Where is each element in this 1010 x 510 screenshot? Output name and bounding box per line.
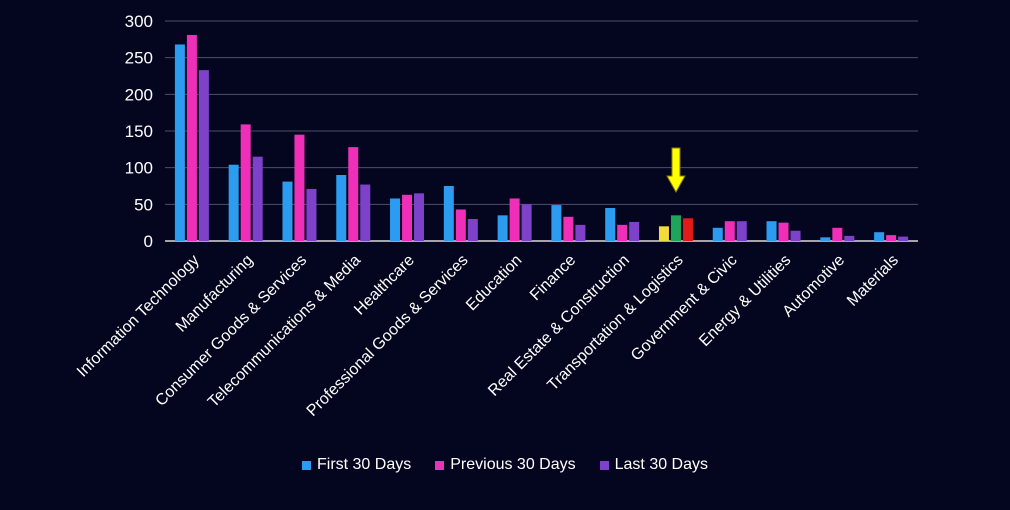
legend-item-last-30-days: Last 30 Days xyxy=(599,456,709,474)
bar-previous-30-days-manufacturing xyxy=(240,124,251,241)
bar-last-30-days-energy-utilities xyxy=(790,230,801,241)
legend-swatch-last-30-days xyxy=(599,460,609,470)
legend-label-previous-30-days: Previous 30 Days xyxy=(450,456,576,473)
bar-first-30-days-real-estate-construction xyxy=(605,208,616,241)
bar-last-30-days-automotive xyxy=(844,235,855,241)
x-tick-label-finance: Finance xyxy=(527,252,579,304)
legend-label-first-30-days: First 30 Days xyxy=(316,456,412,473)
bar-last-30-days-information-technology xyxy=(198,70,209,241)
bar-first-30-days-automotive xyxy=(820,237,831,241)
bar-last-30-days-education xyxy=(521,204,532,241)
bar-previous-30-days-energy-utilities xyxy=(778,222,789,241)
bar-last-30-days-consumer-goods-services xyxy=(306,188,317,241)
bar-first-30-days-healthcare xyxy=(390,198,401,241)
bar-previous-30-days-real-estate-construction xyxy=(617,224,628,241)
highlight-arrow-icon xyxy=(666,147,686,194)
bar-previous-30-days-healthcare xyxy=(402,194,413,241)
legend-swatch-previous-30-days xyxy=(435,460,445,470)
bar-first-30-days-manufacturing xyxy=(228,164,239,241)
bar-first-30-days-materials xyxy=(874,232,885,241)
x-tick-label-government-civic: Government & Civic xyxy=(628,252,741,365)
bar-last-30-days-manufacturing xyxy=(252,156,263,241)
bar-last-30-days-finance xyxy=(575,224,586,241)
bar-first-30-days-telecommunications-media xyxy=(336,175,347,241)
legend-item-first-30-days: First 30 Days xyxy=(301,456,412,474)
y-tick-label-50: 50 xyxy=(134,195,153,214)
bar-previous-30-days-information-technology xyxy=(186,34,197,241)
y-tick-label-150: 150 xyxy=(125,122,153,141)
bar-last-30-days-healthcare xyxy=(414,193,425,241)
legend-item-previous-30-days: Previous 30 Days xyxy=(435,456,576,474)
bar-last-30-days-transportation-logistics xyxy=(682,218,693,241)
bar-first-30-days-professional-goods-services xyxy=(443,186,454,241)
bar-first-30-days-energy-utilities xyxy=(766,221,777,241)
bar-last-30-days-professional-goods-services xyxy=(467,219,478,241)
bar-previous-30-days-telecommunications-media xyxy=(348,147,359,241)
bar-first-30-days-finance xyxy=(551,205,562,241)
bar-first-30-days-consumer-goods-services xyxy=(282,181,293,241)
bar-previous-30-days-materials xyxy=(886,235,897,241)
bar-previous-30-days-finance xyxy=(563,216,574,241)
bar-previous-30-days-consumer-goods-services xyxy=(294,134,305,241)
x-tick-label-energy-utilities: Energy & Utilities xyxy=(696,252,794,350)
y-tick-label-250: 250 xyxy=(125,49,153,68)
bar-last-30-days-materials xyxy=(898,236,909,241)
bar-last-30-days-telecommunications-media xyxy=(360,184,371,241)
bar-first-30-days-education xyxy=(497,215,508,241)
bar-last-30-days-government-civic xyxy=(736,221,747,241)
bar-previous-30-days-transportation-logistics xyxy=(670,215,681,241)
bar-previous-30-days-automotive xyxy=(832,227,843,241)
x-tick-label-materials: Materials xyxy=(844,252,902,310)
y-tick-label-300: 300 xyxy=(125,12,153,31)
bar-first-30-days-information-technology xyxy=(174,44,185,241)
bar-last-30-days-real-estate-construction xyxy=(629,221,640,241)
y-tick-label-100: 100 xyxy=(125,159,153,178)
bar-first-30-days-transportation-logistics xyxy=(658,226,669,241)
bar-previous-30-days-professional-goods-services xyxy=(455,209,466,241)
y-tick-label-0: 0 xyxy=(144,232,153,251)
legend-swatch-first-30-days xyxy=(301,460,311,470)
legend-label-last-30-days: Last 30 Days xyxy=(614,456,709,473)
bar-first-30-days-government-civic xyxy=(712,227,723,241)
y-tick-label-200: 200 xyxy=(125,85,153,104)
x-tick-label-education: Education xyxy=(463,252,525,314)
legend: First 30 Days Previous 30 Days Last 30 D… xyxy=(0,456,1010,474)
bar-previous-30-days-education xyxy=(509,198,520,241)
bar-previous-30-days-government-civic xyxy=(724,221,735,241)
